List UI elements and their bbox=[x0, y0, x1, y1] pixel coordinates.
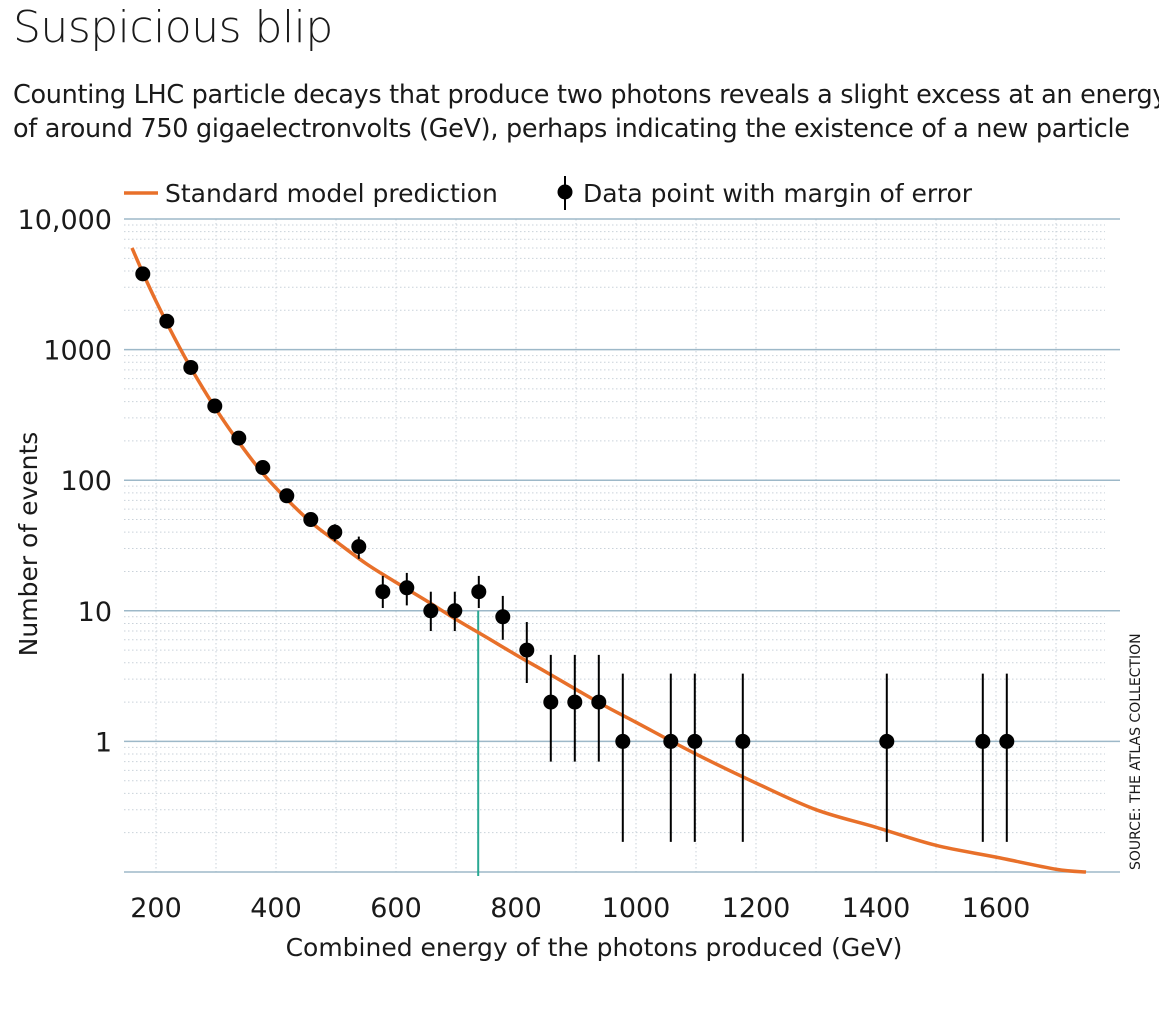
data-marker bbox=[495, 609, 511, 625]
data-point bbox=[879, 673, 895, 842]
data-point bbox=[255, 460, 271, 476]
legend: Standard model prediction Data point wit… bbox=[124, 176, 973, 210]
data-point bbox=[279, 488, 295, 504]
x-tick-label: 1000 bbox=[602, 893, 671, 924]
data-point bbox=[495, 595, 511, 640]
data-point bbox=[567, 654, 583, 762]
data-marker bbox=[183, 359, 199, 375]
x-tick-label: 600 bbox=[370, 893, 422, 924]
x-tick-label: 800 bbox=[490, 893, 542, 924]
data-marker bbox=[375, 584, 391, 600]
data-points bbox=[135, 266, 1015, 842]
data-point bbox=[207, 398, 223, 414]
data-point bbox=[735, 673, 751, 842]
data-point bbox=[375, 575, 391, 609]
source-note: SOURCE: THE ATLAS COLLECTION bbox=[1128, 633, 1144, 870]
standard-model-prediction-curve bbox=[130, 247, 1087, 874]
data-point bbox=[591, 654, 607, 762]
data-marker bbox=[327, 524, 343, 540]
data-point bbox=[975, 673, 991, 842]
data-point bbox=[399, 572, 415, 606]
data-marker bbox=[135, 266, 151, 282]
y-tick-label: 1 bbox=[95, 727, 112, 758]
data-point bbox=[183, 359, 199, 375]
x-tick-label: 1200 bbox=[722, 893, 791, 924]
data-marker bbox=[399, 580, 415, 596]
data-point bbox=[423, 591, 439, 632]
x-tick-label: 1600 bbox=[962, 893, 1031, 924]
data-marker bbox=[519, 642, 535, 658]
y-axis-tick-labels: 1 10 100 1000 10,000 bbox=[18, 205, 112, 758]
data-point bbox=[135, 266, 151, 282]
data-marker bbox=[159, 313, 175, 329]
y-axis-title: Number of events bbox=[14, 432, 43, 657]
data-point bbox=[471, 575, 487, 609]
x-axis-title: Combined energy of the photons produced … bbox=[286, 933, 903, 962]
data-point bbox=[303, 512, 319, 528]
subtitle-line-2: of around 750 gigaelectronvolts (GeV), p… bbox=[13, 114, 1130, 144]
legend-data-label: Data point with margin of error bbox=[583, 179, 973, 208]
chart-subtitle: Counting LHC particle decays that produc… bbox=[13, 78, 1159, 146]
chart-title: Suspicious blip bbox=[13, 2, 333, 53]
data-marker bbox=[615, 733, 631, 749]
data-point bbox=[519, 622, 535, 684]
data-marker bbox=[255, 460, 271, 476]
x-axis-tick-labels: 200 400 600 800 1000 1200 1400 1600 bbox=[130, 893, 1030, 924]
data-marker bbox=[423, 603, 439, 619]
y-tick-label: 10 bbox=[78, 597, 112, 628]
data-point bbox=[999, 673, 1015, 842]
data-point bbox=[663, 673, 679, 842]
data-point bbox=[231, 430, 247, 446]
data-marker bbox=[735, 733, 751, 749]
data-point bbox=[615, 673, 631, 842]
data-marker bbox=[471, 584, 487, 600]
legend-datapoint-swatch bbox=[557, 184, 573, 200]
subtitle-line-1: Counting LHC particle decays that produc… bbox=[13, 80, 1159, 110]
data-marker bbox=[975, 733, 991, 749]
data-marker bbox=[543, 694, 559, 710]
data-marker bbox=[687, 733, 703, 749]
x-tick-label: 200 bbox=[130, 893, 182, 924]
data-point bbox=[447, 591, 463, 632]
legend-prediction-label: Standard model prediction bbox=[165, 179, 498, 208]
y-tick-label: 10,000 bbox=[18, 205, 112, 236]
x-tick-label: 400 bbox=[250, 893, 302, 924]
data-marker bbox=[447, 603, 463, 619]
data-point bbox=[159, 313, 175, 329]
y-tick-label: 1000 bbox=[43, 336, 112, 367]
x-tick-label: 1400 bbox=[842, 893, 911, 924]
data-marker bbox=[879, 733, 895, 749]
data-point bbox=[351, 536, 367, 559]
data-marker bbox=[231, 430, 247, 446]
data-marker bbox=[207, 398, 223, 414]
minor-gridlines bbox=[124, 219, 1105, 872]
data-point bbox=[687, 673, 703, 842]
data-marker bbox=[591, 694, 607, 710]
data-marker bbox=[279, 488, 295, 504]
data-marker bbox=[567, 694, 583, 710]
data-marker bbox=[999, 733, 1015, 749]
data-marker bbox=[663, 733, 679, 749]
data-marker bbox=[351, 539, 367, 555]
data-marker bbox=[303, 512, 319, 528]
y-tick-label: 100 bbox=[60, 466, 112, 497]
data-point bbox=[327, 524, 343, 542]
data-point bbox=[543, 654, 559, 762]
